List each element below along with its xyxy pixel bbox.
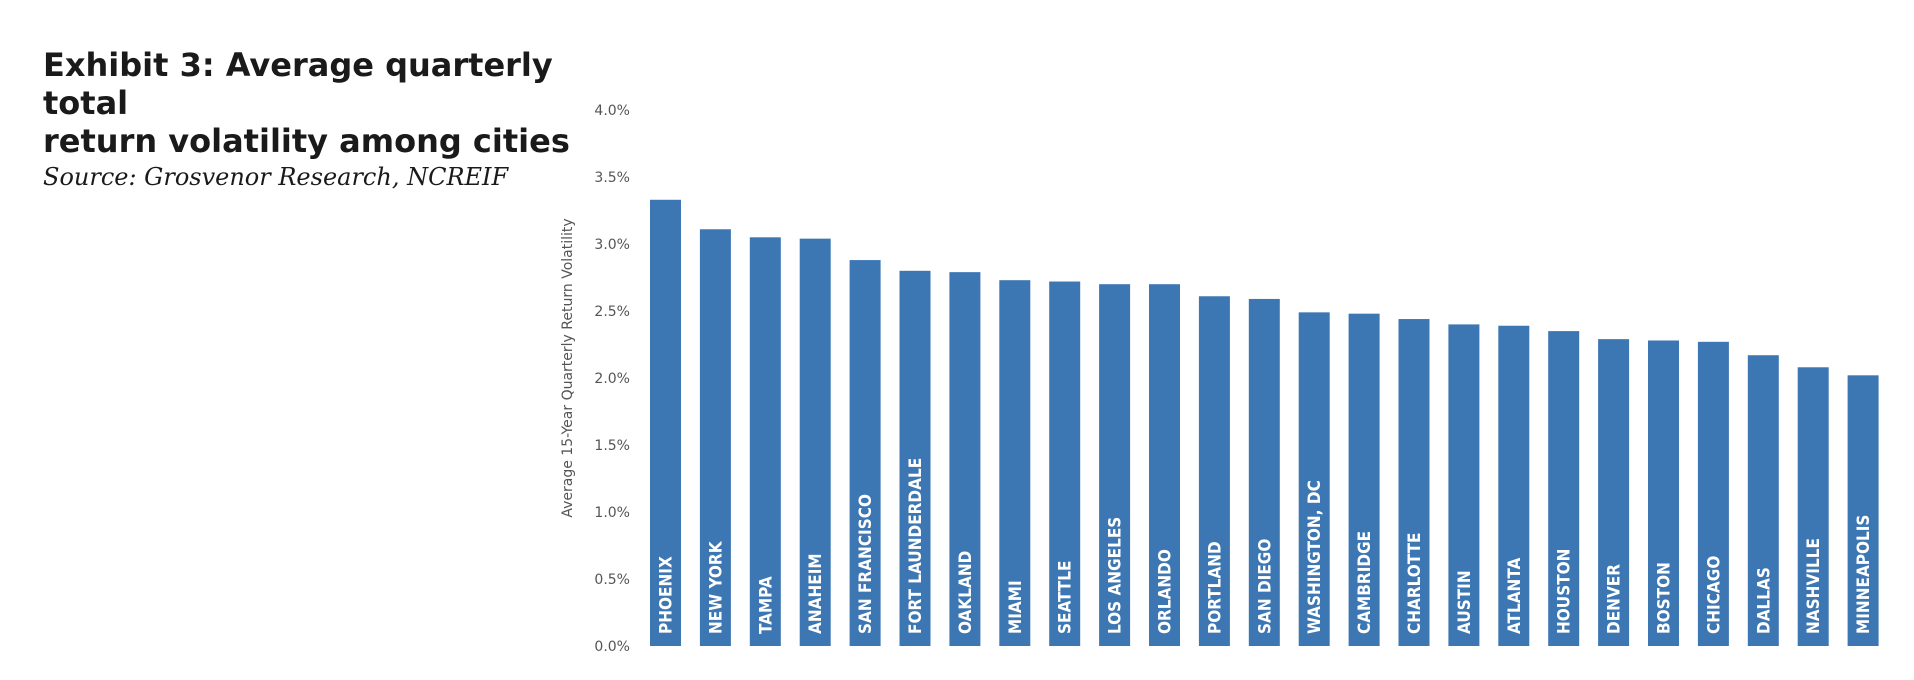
y-tick-label: 2.0% — [594, 371, 630, 387]
category-label: CAMBRIDGE — [1355, 531, 1375, 634]
bar — [1149, 284, 1180, 646]
y-tick-label: 3.0% — [594, 237, 630, 253]
category-label: MIAMI — [1006, 580, 1026, 634]
bar — [1099, 284, 1131, 646]
category-label: FORT LAUNDERDALE — [906, 458, 926, 634]
bar — [849, 260, 881, 646]
title-block: Exhibit 3: Average quarterly total retur… — [43, 46, 603, 192]
bar — [1797, 367, 1829, 646]
bar — [1049, 281, 1081, 646]
bar — [749, 237, 781, 647]
bar — [1198, 296, 1230, 646]
y-tick-label: 1.5% — [594, 438, 630, 454]
category-label: NASHVILLE — [1804, 538, 1824, 634]
bars: PHOENIX NEW YORK TAMPA ANAHEIM SAN FRANCISCO… — [650, 199, 1879, 647]
bar — [1697, 341, 1729, 646]
category-label: WASHINGTON, DC — [1305, 480, 1325, 634]
category-label: CHICAGO — [1704, 556, 1724, 634]
category-label: AUSTIN — [1455, 570, 1475, 634]
y-tick-label: 3.5% — [594, 170, 630, 186]
bar — [949, 272, 981, 646]
chart-title-line-1: Exhibit 3: Average quarterly total — [43, 46, 553, 122]
category-label: ORLANDO — [1156, 549, 1176, 634]
chart-source: Source: Grosvenor Research, NCREIF — [43, 163, 509, 191]
category-label: SEATTLE — [1056, 561, 1076, 634]
bar — [1598, 339, 1630, 646]
category-label: OAKLAND — [956, 551, 976, 634]
bar — [899, 270, 931, 646]
bar — [1548, 331, 1580, 646]
bar — [1398, 319, 1430, 646]
bar — [1248, 298, 1280, 646]
category-label: PHOENIX — [657, 556, 677, 634]
category-label: PORTLAND — [1205, 541, 1225, 634]
bar — [799, 238, 831, 646]
bar — [999, 280, 1031, 646]
y-tick-label: 0.0% — [594, 639, 630, 655]
bar — [650, 199, 681, 646]
category-label: LOS ANGELES — [1106, 517, 1126, 634]
bar — [1498, 325, 1530, 646]
category-label: HOUSTON — [1555, 549, 1575, 634]
y-tick-label: 4.0% — [594, 103, 630, 119]
category-label: SAN DIEGO — [1255, 539, 1275, 634]
y-tick-label: 2.5% — [594, 304, 630, 320]
category-label: MINNEAPOLIS — [1854, 515, 1874, 634]
chart-title: Exhibit 3: Average quarterly total retur… — [43, 46, 603, 160]
category-label: NEW YORK — [706, 540, 726, 634]
category-label: ANAHEIM — [806, 553, 826, 634]
category-label: DENVER — [1605, 564, 1625, 634]
y-axis-ticks: 0.0% 0.5% 1.0% 1.5% 2.0% 2.5% 3.0% 3.5% 4.0% — [594, 103, 630, 655]
bar — [1847, 375, 1879, 646]
y-axis-label: Average 15-Year Quarterly Return Volatil… — [560, 218, 576, 517]
bar — [1298, 312, 1330, 646]
bar — [699, 229, 731, 646]
bar — [1747, 355, 1779, 646]
category-label: BOSTON — [1655, 562, 1675, 634]
y-tick-label: 0.5% — [594, 572, 630, 588]
category-label: ATLANTA — [1505, 558, 1525, 634]
category-label: TAMPA — [756, 576, 776, 634]
y-tick-label: 1.0% — [594, 505, 630, 521]
chart-title-line-2: return volatility among cities — [43, 122, 570, 160]
bar — [1448, 324, 1480, 646]
category-label: DALLAS — [1754, 567, 1774, 634]
category-label: SAN FRANCISCO — [856, 494, 876, 634]
bar — [1348, 313, 1380, 646]
bar — [1648, 340, 1679, 646]
category-label: CHARLOTTE — [1405, 533, 1425, 635]
